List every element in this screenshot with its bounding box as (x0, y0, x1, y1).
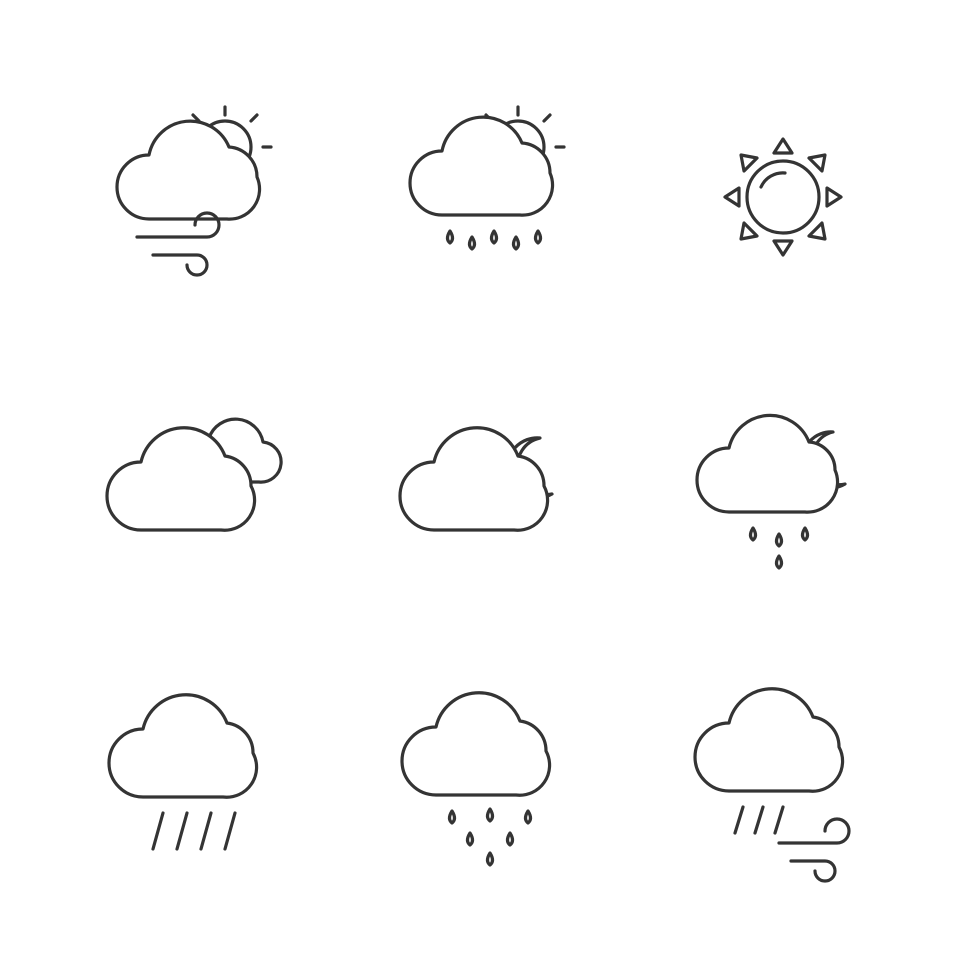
cloudy-icon (97, 390, 297, 590)
partly-cloudy-drizzle-icon (390, 97, 590, 297)
cell-0-2 (647, 60, 920, 333)
rain-windy-icon (683, 683, 883, 883)
cell-0-0 (60, 60, 333, 333)
cell-1-0 (60, 353, 333, 626)
rain-icon (97, 683, 297, 883)
drizzle-icon (390, 683, 590, 883)
night-drizzle-icon (683, 390, 883, 590)
partly-cloudy-windy-icon (97, 97, 297, 297)
cloudy-night-icon (390, 390, 590, 590)
cell-2-2 (647, 647, 920, 920)
cell-2-0 (60, 647, 333, 920)
cell-1-2 (647, 353, 920, 626)
cell-2-1 (353, 647, 626, 920)
weather-icon-grid (0, 0, 980, 980)
cell-1-1 (353, 353, 626, 626)
cell-0-1 (353, 60, 626, 333)
sunny-icon (683, 97, 883, 297)
